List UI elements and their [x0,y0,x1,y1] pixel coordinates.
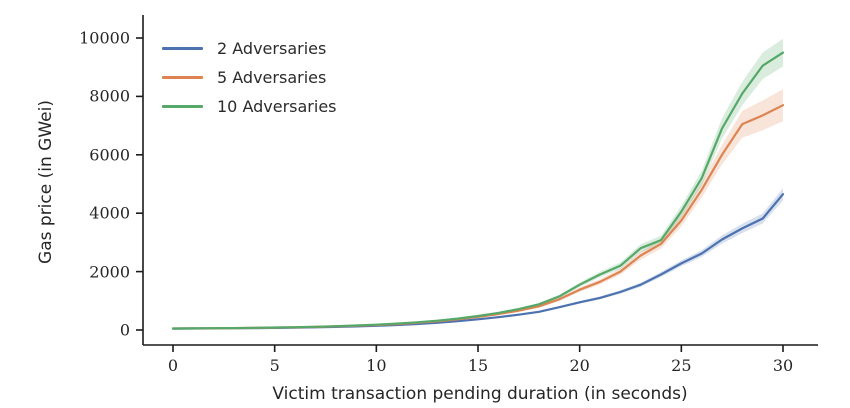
y-tick-label: 8000 [89,86,130,106]
legend-item-10-adversaries: 10 Adversaries [162,92,337,121]
legend-line-blue-icon [162,47,203,50]
x-tick-label: 20 [569,356,590,375]
y-tick-label: 2000 [89,262,130,282]
legend-item-2-adversaries: 2 Adversaries [162,34,337,63]
series-line-2 [171,51,785,330]
y-axis-label: Gas price (in GWei) [36,100,56,264]
x-tick-label: 0 [167,356,179,375]
x-tick-label: 10 [366,356,387,375]
y-tick-label: 6000 [89,145,130,165]
x-tick-label: 5 [269,356,280,375]
legend-label: 2 Adversaries [217,38,327,58]
legend: 2 Adversaries 5 Adversaries 10 Adversari… [162,34,337,121]
legend-label: 5 Adversaries [217,67,327,87]
y-tick-label: 10000 [79,28,130,48]
series-line-1 [171,104,785,330]
x-tick-label: 25 [671,356,692,375]
legend-line-green-icon [162,105,203,108]
x-axis-label: Victim transaction pending duration (in … [272,384,688,404]
legend-line-orange-icon [162,76,203,79]
x-tick-label: 15 [467,356,489,375]
x-tick-label: 30 [772,356,794,375]
y-tick-label: 0 [119,320,130,340]
legend-item-5-adversaries: 5 Adversaries [162,63,337,92]
y-tick-label: 4000 [89,203,130,223]
legend-label: 10 Adversaries [217,96,337,116]
series-band-1 [173,89,783,329]
